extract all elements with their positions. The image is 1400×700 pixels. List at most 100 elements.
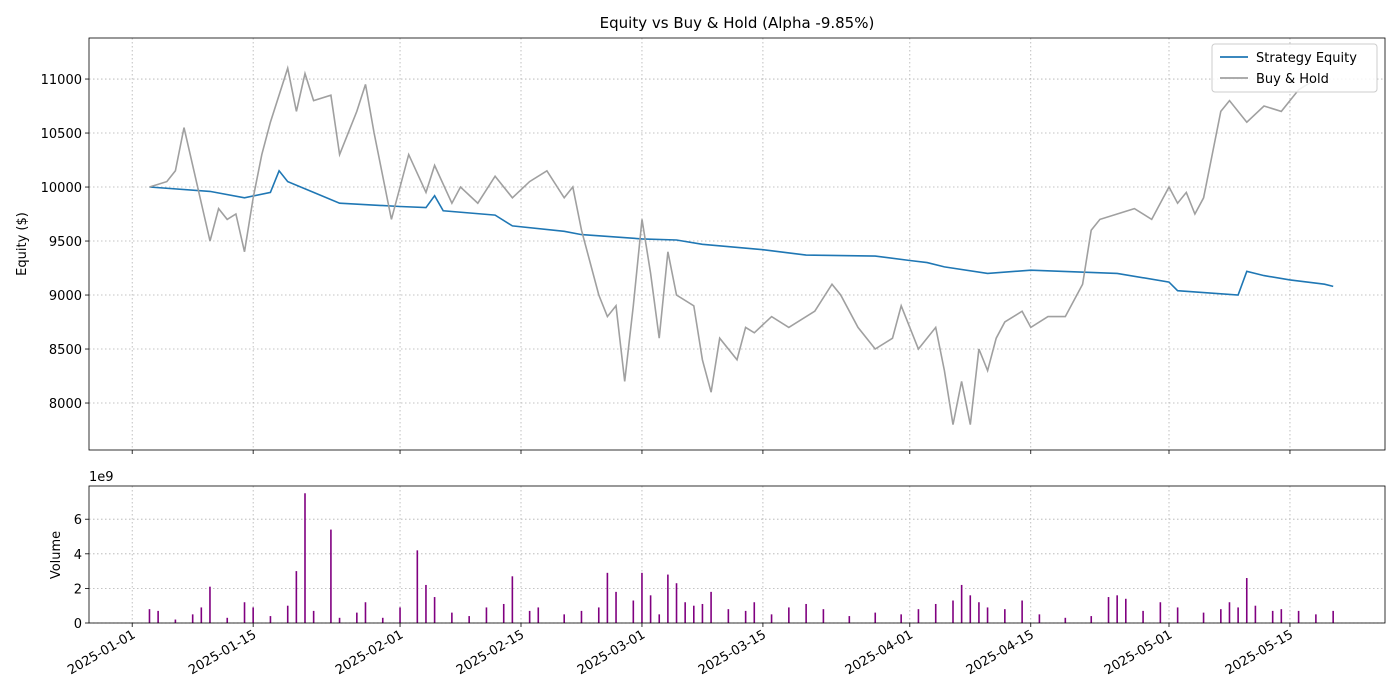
y-tick-label: 4 [74,548,82,563]
series-line [149,65,1317,425]
bar [511,576,514,623]
y-tick-label: 0 [74,617,82,632]
bar [667,574,669,623]
bar [433,597,436,623]
bar [1202,612,1205,623]
x-tick-label: 2025-04-01 [843,627,916,678]
bar [788,607,790,623]
y-tick-label: 8500 [49,343,82,358]
bar [330,529,332,623]
bar [338,617,341,623]
bar [917,609,920,623]
bar [978,602,980,623]
bar [356,612,358,623]
bar [874,612,877,623]
bar [563,614,565,623]
x-tick-label: 2025-05-01 [1102,627,1175,678]
bar [1090,616,1093,623]
bar [1245,578,1248,623]
x-tick-label: 2025-01-01 [65,627,138,678]
bar [1228,602,1231,623]
bar [312,610,315,623]
bar [295,571,298,623]
bar [1159,602,1162,623]
bar [641,572,643,623]
bar [191,614,194,623]
axes-frame [88,37,1386,451]
bar [822,609,825,623]
bar [304,493,306,623]
x-tick-label: 2025-03-01 [575,627,648,678]
bar [710,591,712,623]
bar [727,609,730,623]
bar [451,612,453,623]
axes-frame [88,485,1386,624]
bar [606,572,609,623]
bar [1220,609,1222,623]
bar [364,602,367,623]
bar [684,602,686,623]
series-line [149,169,1334,296]
bar [1315,614,1317,623]
bar [934,603,937,623]
bar [1142,610,1144,623]
bar [969,595,972,623]
y-tick-label: 10500 [41,127,82,142]
bar [675,583,678,623]
bar [537,607,540,623]
bar [381,617,384,623]
bar [1116,595,1118,623]
bar [485,607,488,623]
bar [286,605,289,623]
bar [693,605,695,623]
y-tick-label: 10000 [41,181,82,196]
x-tick-label: 2025-01-15 [186,627,259,678]
bar [425,584,427,623]
chart-title: Equity vs Buy & Hold (Alpha -9.85%) [600,14,875,32]
bar [243,602,246,623]
x-tick-label: 2025-03-15 [696,627,769,678]
bar [580,610,583,623]
bar [1038,614,1041,623]
bar [1280,609,1283,623]
bar [200,607,203,623]
bar [157,610,159,623]
bar [1271,610,1274,623]
x-tick-label: 2025-02-15 [454,627,527,678]
bar [1064,617,1067,623]
bar [960,584,963,623]
y-tick-label: 9500 [49,235,82,250]
bar [1254,605,1257,623]
y-axis-label: Equity ($) [15,212,30,276]
y-tick-label: 9000 [49,289,82,304]
bar [1004,609,1006,623]
bar [399,607,401,623]
bar [269,616,272,623]
bar [1107,597,1110,623]
y-tick-label: 11000 [41,73,82,88]
bar [468,616,470,623]
legend-label: Buy & Hold [1256,72,1329,87]
bar [770,614,773,623]
bar [632,600,635,623]
bar [753,602,756,623]
y-tick-label: 6 [74,513,82,528]
bar [1176,607,1179,623]
bar [658,614,661,623]
bar [952,600,954,623]
bar [986,607,989,623]
bar [1237,607,1239,623]
bar [597,607,600,623]
y-axis-label: Volume [49,531,64,579]
bar [148,609,151,623]
bar [1021,600,1023,623]
bar [805,603,807,623]
bar [848,616,851,623]
bar [615,591,617,623]
bar [209,586,211,623]
bar [1125,598,1127,623]
bar [226,617,229,623]
y-tick-label: 8000 [49,397,82,412]
